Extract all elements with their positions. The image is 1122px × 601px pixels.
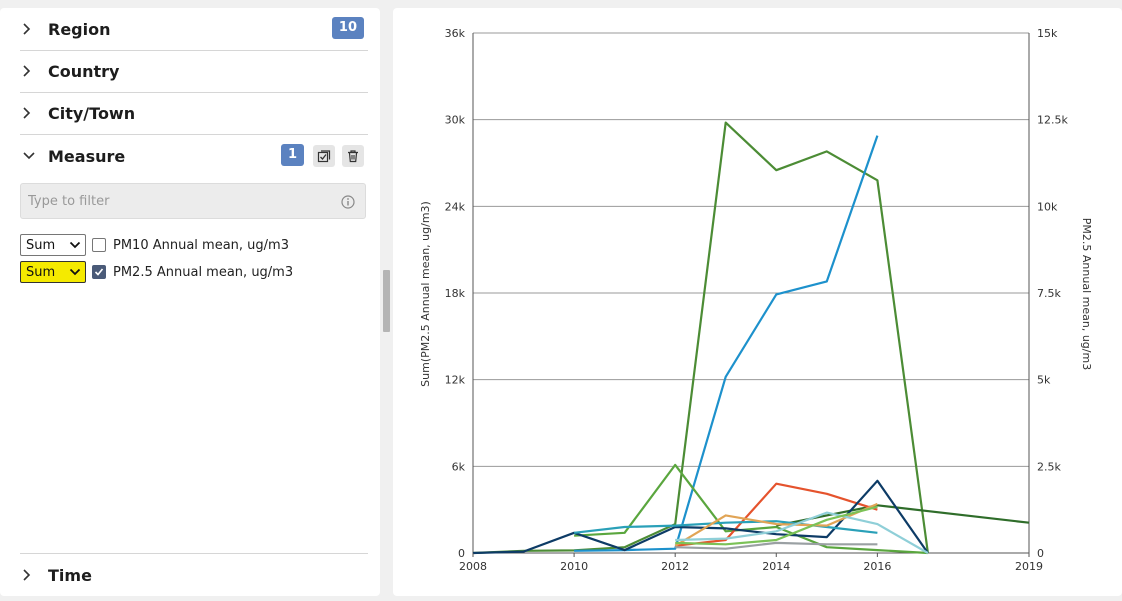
aggregation-value: Sum	[26, 237, 56, 253]
facet-country[interactable]: Country	[20, 50, 368, 93]
y-tick-label: 18k	[445, 287, 466, 300]
x-tick-label: 2019	[1015, 560, 1043, 573]
x-tick-label: 2010	[560, 560, 588, 573]
panel-scrollbar[interactable]	[383, 270, 390, 332]
measure-checkbox-checked[interactable]	[92, 265, 106, 279]
chevron-down-icon	[69, 238, 81, 253]
y-tick-label: 30k	[445, 114, 466, 127]
facet-time-label: Time	[48, 565, 92, 585]
x-tick-label: 2016	[863, 560, 891, 573]
measure-label: PM2.5 Annual mean, ug/m3	[113, 264, 294, 280]
y2-tick-label: 15k	[1037, 27, 1058, 40]
series-line	[574, 135, 879, 552]
x-tick-label: 2012	[661, 560, 689, 573]
chevron-right-icon	[20, 568, 44, 582]
line-chart: 0 0 6k 2.5k 12k 5k 18k 7.5k 24k 10k 30k 12.5k 36k 15k…	[419, 27, 1093, 573]
y2-tick-label: 10k	[1037, 200, 1058, 213]
facet-time[interactable]: Time	[20, 553, 368, 596]
series-line	[472, 479, 929, 555]
y2-axis-label: PM2.5 Annual mean, ug/m3	[1080, 218, 1093, 370]
chevron-right-icon	[20, 22, 44, 36]
y-tick-label: 12k	[445, 374, 466, 387]
facet-region-label: Region	[48, 19, 111, 39]
y2-tick-label: 2.5k	[1037, 460, 1061, 473]
series-line	[675, 511, 929, 554]
y-axis-label: Sum(PM2.5 Annual mean, ug/m3)	[419, 201, 432, 387]
series-line	[574, 463, 928, 555]
y-tick-label: 6k	[452, 460, 466, 473]
facet-measure[interactable]: Measure 1	[20, 135, 368, 177]
series-line	[675, 505, 878, 546]
y-tick-label: 24k	[445, 200, 466, 213]
y2-tick-label: 7.5k	[1037, 287, 1061, 300]
facet-country-label: Country	[48, 61, 120, 81]
chart-grid	[473, 32, 1029, 554]
measure-checkbox[interactable]	[92, 238, 106, 252]
chart-series	[472, 121, 1030, 555]
facet-region[interactable]: Region 10	[20, 8, 368, 51]
chart-axes	[472, 33, 1030, 553]
series-line	[472, 121, 929, 555]
measure-row-pm10: Sum PM10 Annual mean, ug/m3	[20, 234, 289, 256]
chevron-right-icon	[20, 64, 44, 78]
series-line	[573, 520, 878, 534]
y-tick-label: 0	[458, 547, 465, 560]
aggregation-select[interactable]: Sum	[20, 261, 86, 283]
facet-city[interactable]: City/Town	[20, 92, 368, 135]
y2-tick-label: 12.5k	[1037, 114, 1068, 127]
info-icon[interactable]	[341, 194, 355, 213]
chevron-right-icon	[20, 106, 44, 120]
x-tick-label: 2014	[762, 560, 790, 573]
aggregation-value: Sum	[26, 264, 56, 280]
chart-ticks: 0 0 6k 2.5k 12k 5k 18k 7.5k 24k 10k 30k 12.5k 36k 15k…	[445, 27, 1069, 573]
chevron-down-icon	[69, 265, 81, 280]
measure-label: PM10 Annual mean, ug/m3	[113, 237, 289, 253]
trash-icon[interactable]	[342, 145, 364, 167]
y2-tick-label: 0	[1037, 547, 1044, 560]
y-tick-label: 36k	[445, 27, 466, 40]
measure-filter	[20, 183, 366, 219]
measure-count-badge: 1	[280, 144, 304, 166]
filter-panel: Region 10 Country City/Town Measure 1	[0, 8, 380, 596]
aggregation-select[interactable]: Sum	[20, 234, 86, 256]
measure-row-pm25: Sum PM2.5 Annual mean, ug/m3	[20, 261, 293, 283]
facet-measure-label: Measure	[48, 146, 126, 166]
chevron-down-icon	[20, 151, 44, 161]
series-line	[675, 482, 878, 547]
check-all-icon[interactable]	[313, 145, 335, 167]
series-line	[675, 541, 878, 550]
x-tick-label: 2008	[459, 560, 487, 573]
chart-panel: 0 0 6k 2.5k 12k 5k 18k 7.5k 24k 10k 30k 12.5k 36k 15k…	[393, 8, 1122, 596]
filter-input[interactable]	[21, 192, 330, 210]
series-line	[674, 502, 878, 547]
region-count-badge: 10	[331, 17, 364, 39]
facet-city-label: City/Town	[48, 103, 136, 123]
y2-tick-label: 5k	[1037, 374, 1051, 387]
